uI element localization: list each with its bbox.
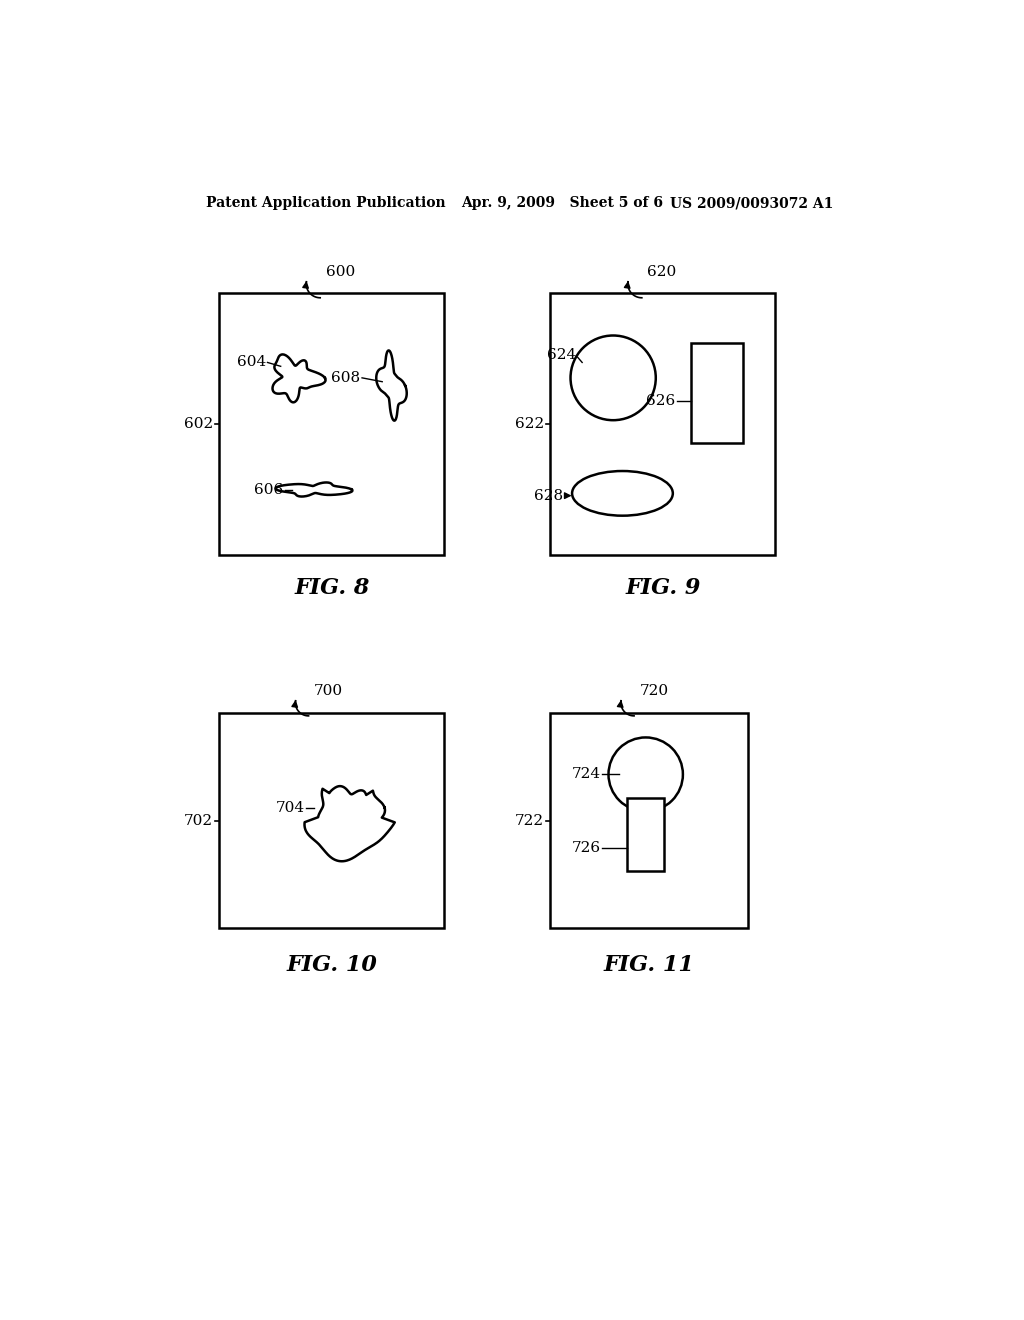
Text: 704: 704 <box>275 800 305 814</box>
Text: 726: 726 <box>571 841 601 854</box>
Text: 626: 626 <box>646 393 675 408</box>
Text: 628: 628 <box>535 488 563 503</box>
Bar <box>690 343 743 444</box>
Text: Apr. 9, 2009   Sheet 5 of 6: Apr. 9, 2009 Sheet 5 of 6 <box>461 197 664 210</box>
Circle shape <box>608 738 683 812</box>
Text: FIG. 8: FIG. 8 <box>294 577 370 599</box>
Bar <box>627 797 665 871</box>
Text: 722: 722 <box>515 813 544 828</box>
Bar <box>550 293 775 554</box>
Text: 720: 720 <box>640 684 669 698</box>
Text: 724: 724 <box>571 767 601 781</box>
Text: US 2009/0093072 A1: US 2009/0093072 A1 <box>671 197 834 210</box>
Text: 624: 624 <box>547 347 575 362</box>
Ellipse shape <box>572 471 673 516</box>
Text: 620: 620 <box>647 265 677 280</box>
Text: 602: 602 <box>184 417 213 432</box>
Text: 600: 600 <box>326 265 355 280</box>
Text: 606: 606 <box>254 483 283 496</box>
Text: 702: 702 <box>184 813 213 828</box>
Text: FIG. 11: FIG. 11 <box>603 954 694 977</box>
Bar <box>219 713 444 928</box>
Text: 608: 608 <box>332 371 360 385</box>
Text: 604: 604 <box>237 355 266 370</box>
Bar <box>219 293 444 554</box>
Bar <box>550 713 748 928</box>
Text: FIG. 10: FIG. 10 <box>287 954 377 977</box>
Text: 700: 700 <box>314 684 343 698</box>
Circle shape <box>570 335 655 420</box>
Text: 622: 622 <box>515 417 544 432</box>
Text: FIG. 9: FIG. 9 <box>625 577 700 599</box>
Text: Patent Application Publication: Patent Application Publication <box>206 197 445 210</box>
